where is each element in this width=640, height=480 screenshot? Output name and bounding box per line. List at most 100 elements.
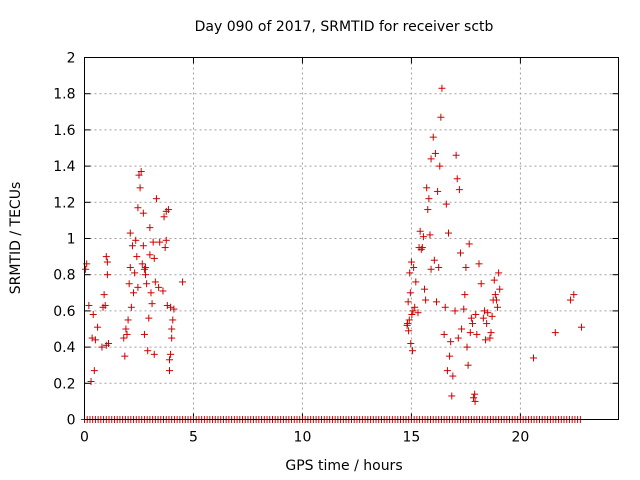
data-point: [529, 354, 537, 362]
data-point: [138, 260, 146, 268]
data-point: [494, 303, 502, 311]
data-point: [440, 330, 448, 338]
data-point: [150, 350, 158, 358]
data-point: [87, 377, 95, 385]
data-point: [418, 244, 426, 252]
y-tick-label: 1.2: [53, 195, 75, 211]
data-point: [133, 253, 141, 261]
data-point: [163, 301, 171, 309]
data-point: [470, 394, 478, 402]
data-point: [452, 151, 460, 159]
y-tick-label: 1: [67, 232, 76, 248]
data-point: [577, 323, 585, 331]
data-point: [455, 186, 463, 194]
data-point: [132, 236, 140, 244]
x-tick-label: 5: [189, 430, 198, 446]
data-point: [142, 263, 150, 271]
data-point: [139, 209, 147, 217]
data-point: [155, 283, 163, 291]
data-point: [484, 309, 492, 317]
data-point: [434, 187, 442, 195]
data-point: [146, 224, 154, 232]
data-point: [168, 325, 176, 333]
data-point: [492, 296, 500, 304]
y-axis-title: SRMTID / TECUs: [8, 182, 24, 295]
y-tick-label: 0.8: [53, 268, 75, 284]
data-point: [143, 280, 151, 288]
plot-frame: [84, 57, 619, 420]
data-point: [443, 367, 451, 375]
data-point: [437, 113, 445, 121]
data-point: [451, 307, 459, 315]
data-point: [487, 329, 495, 337]
data-point: [102, 341, 110, 349]
data-point: [414, 309, 422, 317]
data-point: [482, 336, 490, 344]
data-point: [149, 238, 157, 246]
data-point: [136, 184, 144, 192]
data-point: [423, 184, 431, 192]
data-point: [430, 256, 438, 264]
data-point: [426, 231, 434, 239]
data-point: [100, 291, 108, 299]
data-point: [409, 347, 417, 355]
data-point: [407, 258, 415, 266]
data-point: [446, 352, 454, 360]
data-point: [131, 269, 139, 277]
data-point: [424, 206, 432, 214]
data-point: [120, 334, 128, 342]
data-point: [471, 390, 479, 398]
data-point: [167, 303, 175, 311]
data-point: [472, 311, 480, 319]
data-point: [404, 320, 412, 328]
data-point: [169, 316, 177, 324]
data-point: [144, 347, 152, 355]
data-point: [102, 253, 110, 261]
tick-layer: 00.20.40.60.811.21.41.61.820 5 10 15 20: [53, 51, 619, 446]
data-point: [152, 195, 160, 203]
data-point: [431, 149, 439, 157]
data-points: [81, 84, 585, 423]
data-point: [121, 352, 129, 360]
data-point: [464, 361, 472, 369]
data-point: [442, 200, 450, 208]
y-tick-label: 0.4: [53, 340, 75, 356]
data-point: [496, 285, 504, 293]
data-point: [159, 287, 167, 295]
data-point: [429, 133, 437, 141]
data-point: [460, 305, 468, 313]
data-point: [126, 229, 134, 237]
data-point: [465, 240, 473, 248]
data-point: [551, 329, 559, 337]
data-point: [179, 278, 187, 286]
data-point: [433, 298, 441, 306]
data-point: [486, 334, 494, 342]
data-point: [570, 291, 578, 299]
data-point: [139, 242, 147, 250]
data-point: [479, 314, 487, 322]
data-point: [101, 301, 109, 309]
data-point: [98, 343, 106, 351]
y-tick-label: 1.4: [53, 159, 75, 175]
x-tick-label: 20: [512, 430, 530, 446]
data-point: [567, 296, 575, 304]
data-point: [421, 285, 429, 293]
data-point: [124, 316, 132, 324]
data-point: [412, 278, 420, 286]
data-point: [468, 320, 476, 328]
data-point: [490, 276, 498, 284]
data-point: [427, 155, 435, 163]
data-point: [419, 233, 427, 241]
data-point: [422, 296, 430, 304]
grid-layer: [84, 57, 619, 420]
data-point: [88, 334, 96, 342]
data-point: [438, 84, 446, 92]
data-point: [405, 327, 413, 335]
data-point: [405, 316, 413, 324]
data-point: [491, 291, 499, 299]
data-point: [134, 204, 142, 212]
data-point: [404, 298, 412, 306]
data-point: [406, 289, 414, 297]
